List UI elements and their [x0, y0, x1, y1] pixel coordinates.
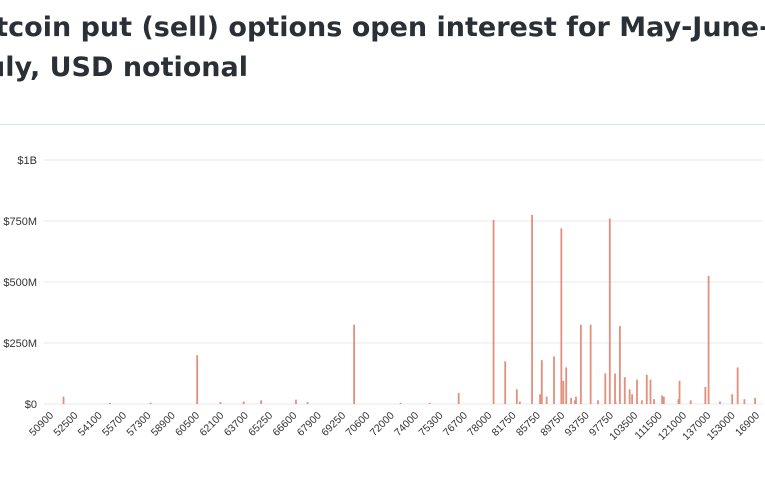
bar [640, 400, 643, 404]
bar [295, 399, 297, 404]
x-tick-label: 65250 [246, 410, 275, 439]
bar [731, 394, 734, 404]
bar [399, 402, 402, 404]
x-tick-label: 58900 [149, 410, 178, 439]
bar [515, 389, 518, 404]
bar [614, 373, 616, 404]
bar [678, 380, 681, 404]
x-tick-label: 81750 [490, 410, 519, 439]
x-tick-label: 66600 [270, 410, 299, 439]
bar [661, 395, 664, 404]
x-tick-label: 62100 [197, 410, 226, 439]
bar [306, 402, 309, 404]
x-tick-label: 16900 [733, 410, 762, 439]
bar [704, 386, 707, 404]
bar [636, 379, 638, 404]
bar [707, 275, 710, 404]
y-tick-label: $1B [17, 155, 37, 167]
y-tick-label: $250M [3, 338, 37, 350]
bar [689, 400, 692, 404]
bar [196, 355, 199, 404]
bar [608, 218, 611, 404]
x-tick-label: 54100 [76, 410, 105, 439]
put-open-interest-bar-chart: $0 $250M $500M $750M $1B 50900525005410055700… [3, 155, 763, 443]
bar [562, 380, 565, 404]
x-tick-label: 63700 [222, 410, 251, 439]
x-tick-label: 67900 [295, 410, 324, 439]
bar [653, 399, 655, 404]
bar [597, 400, 599, 404]
x-tick-label: 69250 [319, 410, 348, 439]
bar [531, 214, 533, 404]
x-tick-label: 74000 [392, 410, 421, 439]
bar [553, 356, 555, 404]
bar [428, 402, 431, 404]
bar [565, 367, 568, 404]
x-tick-label: 76700 [441, 410, 470, 439]
bar [575, 396, 577, 404]
bar [736, 367, 739, 404]
bar [574, 400, 576, 404]
bar [677, 399, 680, 404]
bar [645, 374, 648, 404]
x-tick-label: 72000 [368, 410, 397, 439]
bar [492, 219, 495, 404]
bar [743, 399, 746, 404]
bar [545, 396, 548, 404]
x-tick-label: 60500 [173, 410, 202, 439]
bar [719, 401, 721, 404]
x-tick-label: 70600 [343, 410, 372, 439]
bar [353, 324, 355, 404]
bar [540, 360, 543, 404]
bar [631, 394, 634, 404]
bar [504, 361, 507, 404]
bar [62, 396, 65, 404]
bar [623, 377, 626, 404]
bar [619, 325, 621, 404]
y-tick-label: $0 [25, 399, 37, 411]
x-tick-label: 55700 [100, 410, 129, 439]
title-divider [0, 124, 765, 125]
bar [662, 396, 665, 404]
bar [604, 373, 607, 404]
bar [628, 389, 631, 404]
x-tick-label: 75300 [417, 410, 446, 439]
chart-title-line-1: itcoin put (sell) options open interest … [0, 12, 765, 43]
bar [149, 402, 152, 404]
bar [579, 324, 582, 404]
x-tick-label: 57300 [124, 410, 153, 439]
y-tick-label: $500M [3, 277, 37, 289]
x-tick-label: 52500 [51, 410, 80, 439]
x-tick-label: 89750 [538, 410, 567, 439]
chart-title-line-2: uly, USD notional [0, 52, 248, 83]
bar [109, 402, 111, 404]
y-tick-label: $750M [3, 216, 37, 228]
bar [560, 228, 563, 404]
x-tick-label: 78000 [465, 410, 494, 439]
chart-title: itcoin put (sell) options open interest … [0, 8, 765, 88]
bar [457, 393, 460, 404]
x-tick-label: 93750 [563, 410, 592, 439]
x-tick-label: 85750 [514, 410, 543, 439]
bar [649, 379, 652, 404]
bar [260, 400, 263, 404]
bar [518, 401, 521, 404]
bar [754, 397, 756, 404]
bar [589, 324, 592, 404]
bar [570, 397, 572, 404]
bar [219, 402, 222, 404]
x-tick-label: 50900 [27, 410, 56, 439]
bar [242, 401, 245, 404]
bar [539, 394, 541, 404]
